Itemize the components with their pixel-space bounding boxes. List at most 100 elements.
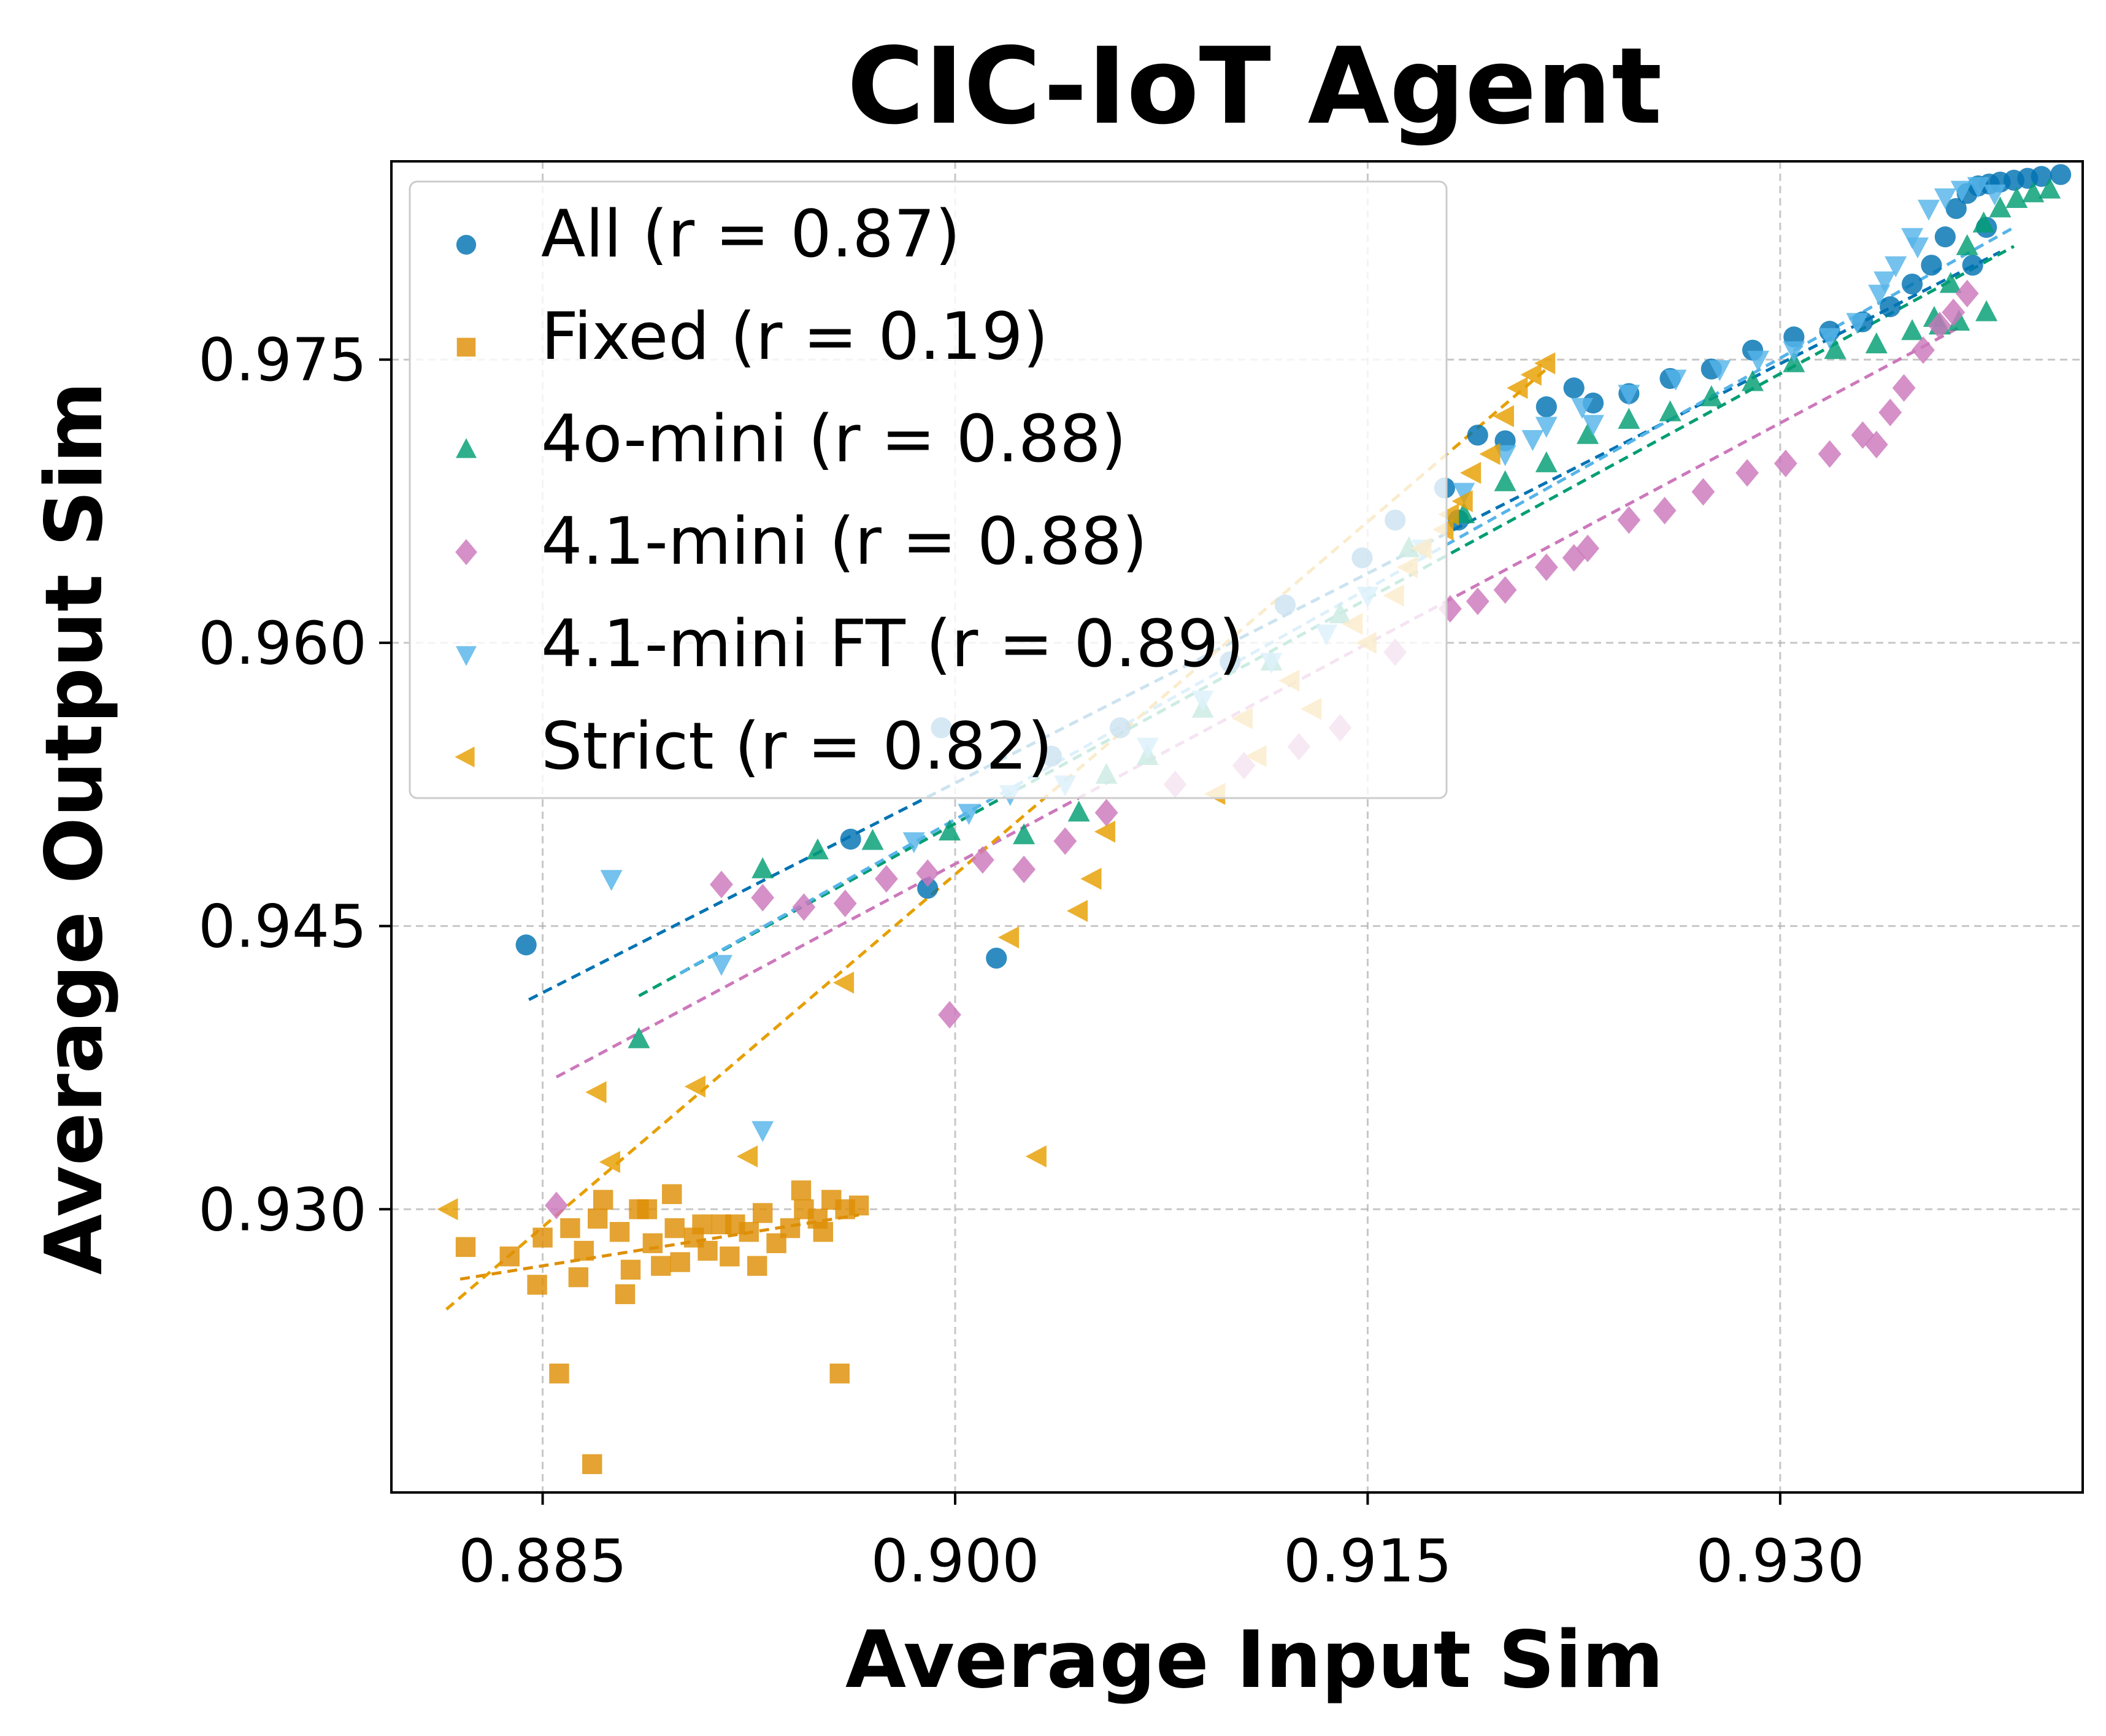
- data-point: [902, 832, 925, 853]
- data-point: [1618, 385, 1640, 406]
- data-point: [568, 1267, 589, 1288]
- data-point: [791, 1180, 812, 1200]
- data-point: [861, 829, 884, 850]
- legend-label: 4.1-mini FT (r = 0.89): [541, 606, 1244, 682]
- data-point: [1582, 415, 1604, 436]
- legend-label: 4.1-mini (r = 0.88): [541, 504, 1147, 579]
- data-point: [806, 838, 829, 859]
- data-point: [1653, 496, 1677, 524]
- x-tick-label: 0.915: [1283, 1527, 1452, 1596]
- data-point: [917, 877, 939, 899]
- data-point: [593, 1189, 613, 1210]
- legend-marker: [455, 747, 475, 767]
- data-point: [585, 1081, 607, 1104]
- y-tick-label: 0.930: [198, 1175, 367, 1244]
- data-point: [1878, 398, 1902, 426]
- data-point: [1080, 867, 1102, 890]
- data-point: [710, 870, 733, 899]
- data-point: [1783, 341, 1805, 363]
- data-point: [1864, 431, 1888, 459]
- data-point: [1460, 461, 1482, 484]
- data-point: [582, 1454, 602, 1475]
- data-point: [792, 893, 816, 921]
- data-point: [1617, 506, 1641, 534]
- data-point: [970, 846, 994, 874]
- data-point: [1664, 369, 1687, 391]
- data-point: [986, 947, 1007, 969]
- data-point: [875, 865, 898, 893]
- data-point: [1824, 338, 1847, 359]
- data-point: [1067, 801, 1090, 822]
- data-point: [1972, 211, 1995, 232]
- data-point: [651, 1256, 671, 1276]
- data-point: [1094, 820, 1115, 843]
- data-point: [1928, 312, 1951, 340]
- data-point: [1735, 459, 1759, 487]
- legend: All (r = 0.87) Fixed (r = 0.19) 4o-mini (r…: [409, 180, 1448, 799]
- data-point: [710, 954, 732, 976]
- data-point: [1479, 443, 1501, 466]
- x-axis-label: Average Input Sim: [845, 1615, 1664, 1706]
- data-point: [1962, 255, 1983, 276]
- data-point: [599, 1151, 620, 1173]
- data-point: [1534, 352, 1556, 375]
- legend-label: All (r = 0.87): [541, 196, 961, 272]
- data-point: [1535, 451, 1558, 472]
- data-point: [1934, 226, 1956, 248]
- data-point: [549, 1363, 569, 1384]
- x-tick-label: 0.930: [1696, 1527, 1864, 1596]
- data-point: [1747, 350, 1769, 372]
- data-point: [532, 1227, 553, 1248]
- data-point: [515, 934, 537, 956]
- data-point: [832, 971, 855, 994]
- data-point: [1493, 576, 1517, 604]
- data-point: [1950, 180, 1973, 202]
- fit-line: [555, 326, 1960, 1079]
- data-point: [1892, 374, 1916, 402]
- data-point: [833, 889, 857, 918]
- data-point: [1438, 503, 1459, 526]
- data-point: [2022, 181, 2045, 202]
- data-point: [1094, 799, 1118, 827]
- data-point: [1885, 256, 1907, 278]
- data-point: [1053, 827, 1077, 855]
- data-point: [958, 804, 980, 825]
- data-point: [720, 1246, 740, 1267]
- data-point: [1873, 271, 1896, 293]
- data-point: [1576, 534, 1599, 563]
- data-point: [813, 1222, 834, 1242]
- data-point: [1983, 184, 2006, 206]
- legend-marker: [456, 646, 477, 666]
- x-tick-label: 0.885: [458, 1527, 627, 1596]
- data-point: [437, 1198, 458, 1221]
- data-point: [1818, 440, 1842, 468]
- y-tick-label: 0.945: [198, 893, 367, 961]
- data-point: [1066, 900, 1088, 922]
- data-point: [780, 1218, 801, 1239]
- y-axis-label: Average Output Sim: [29, 382, 120, 1275]
- data-point: [1700, 385, 1723, 407]
- legend-marker: [456, 234, 477, 255]
- data-point: [1535, 417, 1558, 438]
- data-point: [615, 1284, 636, 1305]
- data-point: [1921, 255, 1942, 276]
- data-point: [1453, 483, 1475, 504]
- data-point: [1907, 237, 1929, 259]
- chart-title: CIC-IoT Agent: [847, 25, 1662, 148]
- data-point: [1989, 196, 2012, 218]
- data-point: [840, 828, 861, 850]
- data-point: [499, 1246, 520, 1267]
- data-point: [1520, 363, 1542, 386]
- data-point: [2039, 177, 2061, 199]
- data-point: [2031, 166, 2052, 187]
- data-point: [1577, 423, 1599, 444]
- data-point: [1742, 370, 1764, 391]
- data-point: [1618, 407, 1640, 429]
- data-point: [751, 1121, 774, 1142]
- data-point: [1691, 478, 1715, 506]
- data-point: [1955, 280, 1979, 307]
- legend-marker: [456, 337, 476, 357]
- data-point: [1535, 396, 1557, 418]
- data-point: [1562, 543, 1586, 572]
